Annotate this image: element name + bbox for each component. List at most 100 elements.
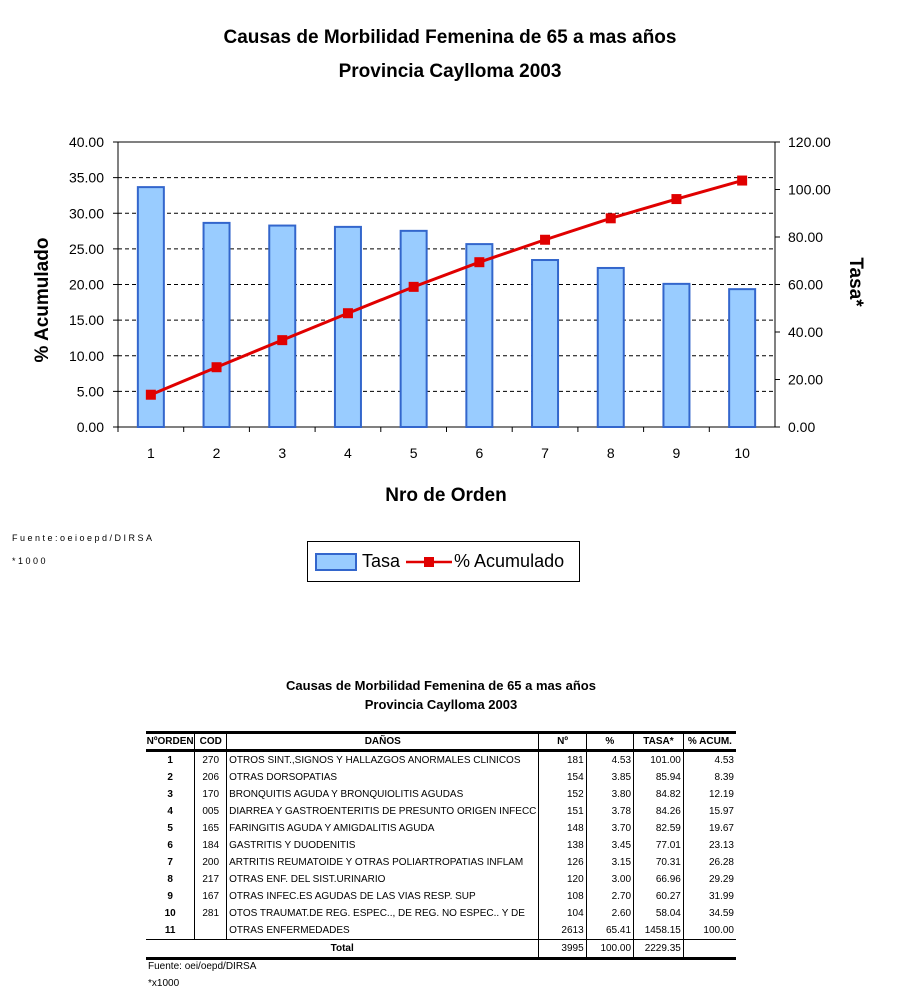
table-cell: 70.31: [633, 854, 684, 871]
table-cell: ARTRITIS REUMATOIDE Y OTRAS POLIARTROPAT…: [226, 854, 539, 871]
column-header: NºORDEN: [146, 731, 195, 752]
table-cell: [194, 922, 227, 940]
point-acumulado: [211, 362, 222, 373]
table-cell: 60.27: [633, 888, 684, 905]
table-row: 2 206 OTRAS DORSOPATIAS 154 3.85 85.94 8.39: [146, 769, 736, 786]
table-cell: 181: [538, 750, 587, 769]
left-tick-label: 10.00: [69, 348, 104, 364]
table-row: 10 281 OTOS TRAUMAT.DE REG. ESPEC.., DE RE…: [146, 905, 736, 922]
table-cell: 58.04: [633, 905, 684, 922]
table-cell: 2613: [538, 922, 587, 940]
right-axis-label: Tasa*: [845, 257, 866, 307]
point-acumulado: [342, 308, 353, 319]
bar-tasa: [596, 266, 625, 428]
table-cell: 85.94: [633, 769, 684, 786]
table-cell: 281: [194, 905, 227, 922]
chart-source: Fuente:oeioepd/DIRSA: [12, 533, 155, 543]
table-cell: GASTRITIS Y DUODENITIS: [226, 837, 539, 854]
table-cell: 2.70: [585, 888, 634, 905]
table-row: 6 184 GASTRITIS Y DUODENITIS 138 3.45 77.01 23…: [146, 837, 736, 854]
table-row: 8 217 OTRAS ENF. DEL SIST.URINARIO 120 3.00 6…: [146, 871, 736, 888]
table-cell: OTRAS INFEC.ES AGUDAS DE LAS VIAS RESP. …: [226, 888, 539, 905]
x-tick-label: 7: [541, 445, 549, 461]
table-cell: 108: [538, 888, 587, 905]
table-subtitle: Provincia Caylloma 2003: [364, 697, 518, 712]
legend-line-swatch: [406, 556, 453, 567]
table-cell: 3.70: [585, 820, 634, 837]
x-tick-label: 1: [147, 445, 155, 461]
total-label: Total: [146, 939, 539, 960]
combo-chart: 0.005.0010.0015.0020.0025.0030.0035.0040…: [32, 134, 866, 506]
column-header: %: [585, 731, 634, 752]
table-cell: 77.01: [633, 837, 684, 854]
table-cell: 65.41: [585, 922, 634, 940]
table-cell: 1458.15: [633, 922, 684, 940]
table-cell: 3.78: [585, 803, 634, 820]
table-cell: 3.80: [585, 786, 634, 803]
table-cell: 005: [194, 803, 227, 820]
bar-tasa: [531, 259, 560, 429]
table-cell: 26.28: [682, 854, 736, 871]
table-cell: 1: [167, 755, 173, 766]
table-cell: 2: [167, 772, 173, 783]
point-acumulado: [277, 335, 288, 346]
table-cell: 126: [538, 854, 587, 871]
point-acumulado: [737, 175, 748, 186]
point-acumulado: [474, 257, 485, 268]
table-cell: OTRAS DORSOPATIAS: [226, 769, 539, 786]
table-cell: 3.00: [585, 871, 634, 888]
morbidity-table: NºORDEN COD DAÑOS Nº% TASA*% ACUM. 1 270 OTROS…: [146, 731, 736, 960]
left-tick-label: 0.00: [77, 419, 104, 435]
table-source: Fuente: oei/oepd/DIRSA: [148, 961, 257, 972]
table-cell: 151: [538, 803, 587, 820]
left-tick-label: 20.00: [69, 277, 104, 293]
table-cell: 100.00: [682, 922, 736, 940]
total-pct: 100.00: [585, 939, 634, 960]
table-cell: 148: [538, 820, 587, 837]
table-cell: 120: [538, 871, 587, 888]
bar-tasa: [728, 288, 757, 428]
table-cell: 6: [167, 840, 173, 851]
table-cell: 66.96: [633, 871, 684, 888]
column-header: DAÑOS: [226, 731, 539, 752]
table-cell: FARINGITIS AGUDA Y AMIGDALITIS AGUDA: [226, 820, 539, 837]
table-row: 1 270 OTROS SINT.,SIGNOS Y HALLAZGOS ANORM…: [146, 750, 736, 769]
table-cell: 4.53: [585, 750, 634, 769]
point-acumulado: [605, 213, 616, 224]
table-cell: 84.82: [633, 786, 684, 803]
table-cell: 101.00: [633, 750, 684, 769]
point-acumulado: [540, 234, 551, 245]
table-cell: BRONQUITIS AGUDA Y BRONQUIOLITIS AGUDAS: [226, 786, 539, 803]
table-cell: 3: [167, 789, 173, 800]
table-header-row: NºORDEN COD DAÑOS Nº% TASA*% ACUM.: [146, 731, 736, 752]
chart-note: *1000: [12, 556, 49, 566]
x-tick-label: 8: [607, 445, 615, 461]
legend-bar-swatch: [315, 552, 357, 571]
table-cell: OTROS SINT.,SIGNOS Y HALLAZGOS ANORMALES…: [226, 750, 539, 769]
right-tick-label: 60.00: [788, 277, 823, 293]
bar-tasa: [465, 243, 494, 428]
column-header: % ACUM.: [682, 731, 736, 752]
column-header: COD: [194, 731, 227, 752]
table-row: 11 OTRAS ENFERMEDADES 2613 65.41 1458.15 100.…: [146, 922, 736, 940]
table-note: *x1000: [148, 978, 180, 989]
bar-tasa: [136, 186, 165, 428]
line-acumulado: [150, 179, 743, 397]
total-n: 3995: [538, 939, 587, 960]
table-cell: 8: [167, 874, 173, 885]
right-tick-label: 40.00: [788, 324, 823, 340]
table-cell: 104: [538, 905, 587, 922]
left-tick-label: 30.00: [69, 205, 104, 221]
x-tick-label: 5: [410, 445, 418, 461]
table-cell: 7: [167, 857, 173, 868]
bar-tasa: [202, 221, 231, 428]
bar-tasa: [662, 282, 691, 429]
legend-label-acumulado: % Acumulado: [454, 551, 565, 571]
table-cell: 3.15: [585, 854, 634, 871]
left-axis-label: % Acumulado: [32, 238, 53, 363]
left-tick-label: 15.00: [69, 312, 104, 328]
table-row: 9 167 OTRAS INFEC.ES AGUDAS DE LAS VIAS RE…: [146, 888, 736, 905]
table-cell: 19.67: [682, 820, 736, 837]
table-cell: 138: [538, 837, 587, 854]
table-cell: 2.60: [585, 905, 634, 922]
